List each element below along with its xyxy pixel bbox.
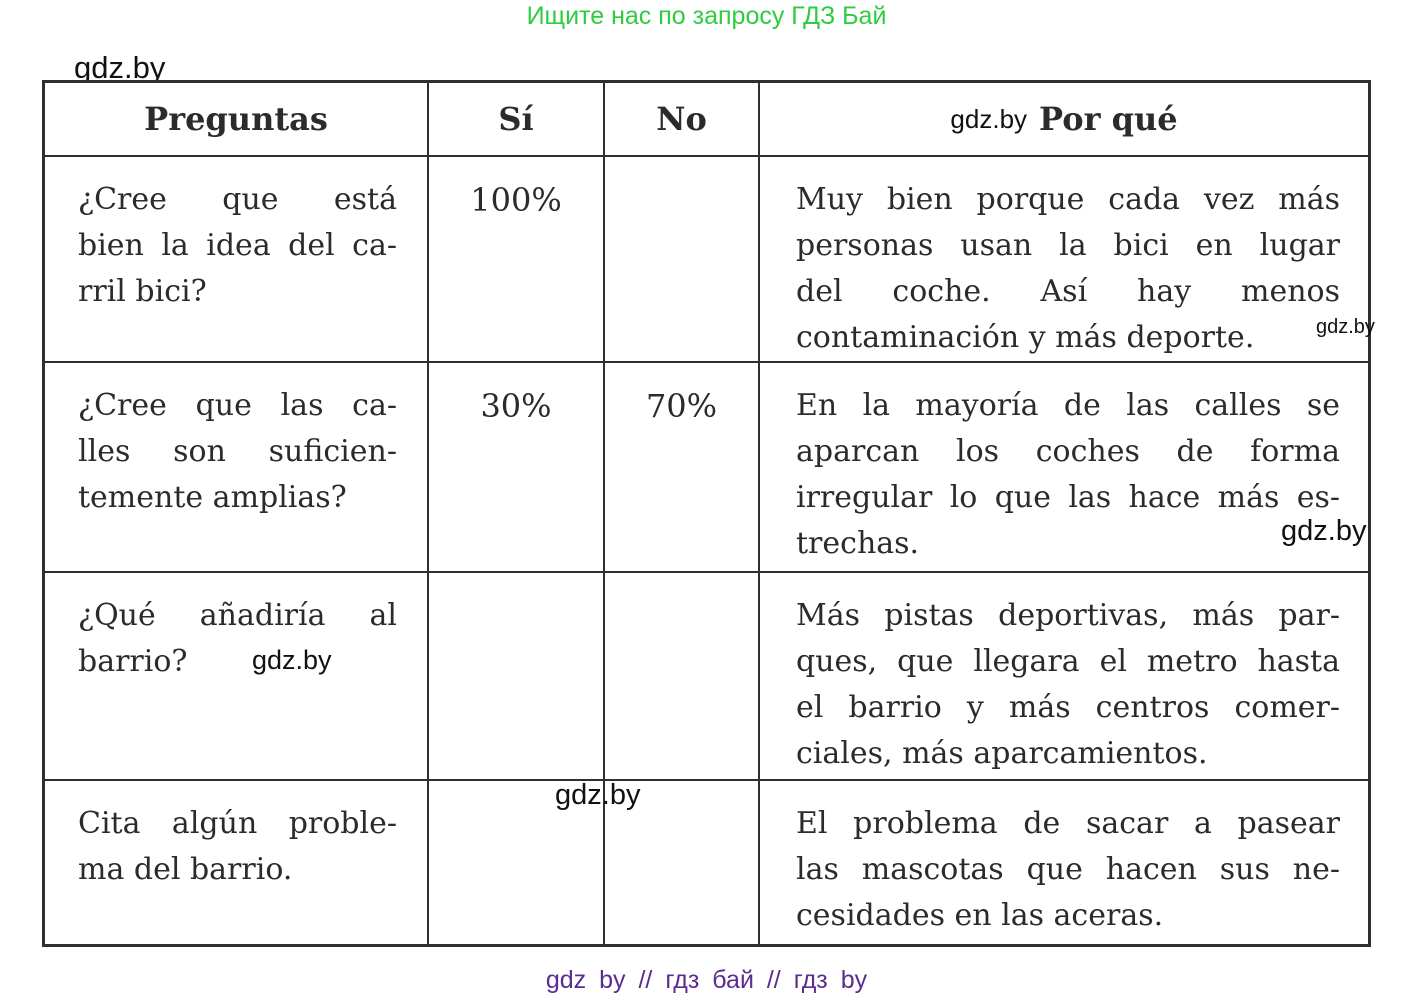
row1-porque: Muy bien porque cada vez más personas usa… [758,155,1368,361]
row4-porque: El problema de sacar a pasear las mascota… [758,779,1368,944]
watermark-row3: gdz.by [252,645,332,675]
row2-no: 70% [603,361,758,571]
row3-pregunta: ¿Qué añadiría al barrio? [45,571,427,779]
survey-table: Preguntas Sí No gdz.by Por qué ¿Cree que… [42,80,1371,947]
header-porque: gdz.by Por qué [758,83,1368,155]
row4-no [603,779,758,944]
row1-no [603,155,758,361]
watermark-row2: gdz.by [1281,515,1367,547]
header-preguntas: Preguntas [144,100,328,138]
row1-si: 100% [427,155,603,361]
top-banner-text: Ищите нас по запросу ГДЗ Бай [526,2,887,30]
row3-porque: Más pistas deportivas, más par-ques, que… [758,571,1368,779]
watermark-top: gdz.by [74,50,166,85]
row4-si [427,779,603,944]
row2-porque: En la mayoría de las calles se aparcan lo… [758,361,1368,571]
header-porque-label: Por qué [1039,100,1178,138]
row1-pregunta: ¿Cree que está bien la idea del ca-rril b… [45,155,427,361]
row3-no [603,571,758,779]
header-no: No [603,83,758,155]
row4-pregunta: Cita algún proble-ma del barrio. [45,779,427,944]
row3-si [427,571,603,779]
watermark-header: gdz.by [950,103,1028,134]
row2-pregunta: ¿Cree que las ca-lles son suficien-temen… [45,361,427,571]
row2-si: 30% [427,361,603,571]
footer-text: gdz by // гдз бай // гдз by [545,966,868,994]
watermark-row1: gdz.by [1316,316,1375,338]
watermark-row4: gdz.by [555,779,641,811]
header-si: Sí [427,83,603,155]
